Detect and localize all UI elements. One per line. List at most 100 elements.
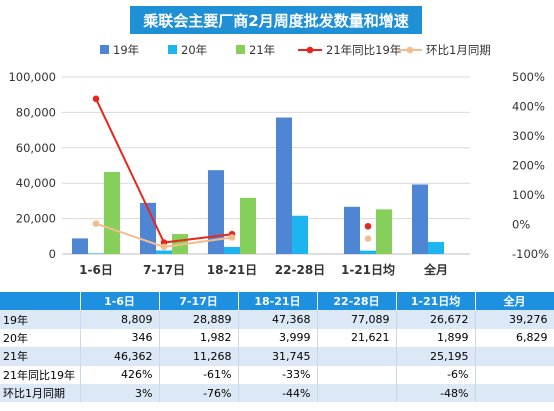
table-cell: -44% [238, 383, 318, 403]
bar [224, 246, 240, 254]
x-tick-label: 22-28日 [275, 263, 325, 277]
table-cell: -33% [238, 365, 318, 384]
y-left-tick-label: 40,000 [16, 176, 56, 190]
table-header-cell: 7-17日 [159, 292, 239, 311]
y-right-tick-label: 200% [512, 159, 545, 173]
bar [88, 253, 104, 254]
bar [208, 170, 224, 254]
table-cell: 39,276 [475, 310, 554, 329]
bar [344, 206, 360, 254]
data-table: 1-6日 7-17日 18-21日 22-28日 1-21日均 全月 19年 8,809 28,… [0, 292, 554, 403]
line-marker [92, 95, 100, 103]
y-right-tick-label: -100% [512, 247, 549, 261]
y-left-tick-label: 100,000 [8, 70, 56, 84]
gridlines [62, 76, 470, 220]
line-marker [92, 220, 100, 227]
x-tick-label: 1-21日均 [341, 262, 395, 277]
y-right-tick-label: 400% [512, 100, 545, 114]
table-cell [317, 383, 397, 403]
legend-marker [406, 46, 414, 54]
table-header-cell [0, 292, 81, 311]
table-cell [475, 347, 554, 366]
legend-label: 19年 [113, 43, 139, 57]
axes: 0 20,000 40,000 60,000 80,000 100,000 -100% 0% 1… [8, 70, 549, 277]
table-row: 21年 46,362 11,268 31,745 25,195 [0, 347, 554, 366]
table-header-cell: 1-6日 [80, 292, 160, 311]
table-cell: 21,621 [317, 328, 397, 348]
y-left-tick-label: 80,000 [16, 105, 56, 119]
legend-swatch [168, 45, 177, 54]
legend-marker [306, 46, 314, 54]
table-cell: -76% [159, 383, 239, 403]
bar [292, 215, 308, 254]
legend-label: 21年 [249, 43, 275, 57]
table-row: 环比1月同期 3% -76% -44% -48% [0, 383, 554, 403]
table-header-row: 1-6日 7-17日 18-21日 22-28日 1-21日均 全月 [0, 292, 554, 311]
bar [376, 209, 392, 254]
line-marker [160, 243, 168, 251]
legend-label: 20年 [181, 43, 207, 57]
legend-swatch [236, 45, 245, 54]
bar [428, 241, 444, 254]
table-cell: 46,362 [80, 347, 160, 366]
table-header-cell: 全月 [475, 292, 554, 311]
table-cell: 28,889 [159, 310, 239, 329]
table-row-label: 20年 [0, 328, 81, 348]
chart-title: 乘联会主要厂商2月周度批发数量和增速 [130, 6, 422, 34]
table-cell: 426% [80, 365, 160, 384]
table-cell: 8,809 [80, 310, 160, 329]
legend: 19年 20年 21年 21年同比19年 环比1月同期 [100, 43, 491, 57]
table-cell: 3% [80, 383, 160, 403]
table-cell [475, 365, 554, 384]
line-series [92, 95, 372, 251]
table-cell: -48% [396, 383, 476, 403]
table-header-cell: 22-28日 [317, 292, 397, 311]
table-row-label: 21年同比19年 [0, 365, 81, 384]
table-cell: 3,999 [238, 328, 318, 348]
table-cell: 31,745 [238, 347, 318, 366]
y-left-tick-label: 0 [49, 247, 56, 261]
table-header-cell: 18-21日 [238, 292, 318, 311]
table-cell [317, 365, 397, 384]
table-cell: 77,089 [317, 310, 397, 329]
table-cell: 47,368 [238, 310, 318, 329]
table-row-label: 21年 [0, 347, 81, 366]
table-row-label: 环比1月同期 [0, 383, 81, 403]
bar [360, 250, 376, 254]
bar [412, 184, 428, 254]
y-left-tick-label: 20,000 [16, 212, 56, 226]
table-cell [475, 383, 554, 403]
x-tick-label: 18-21日 [207, 263, 257, 277]
table-cell: -61% [159, 365, 239, 384]
table-cell: 11,268 [159, 347, 239, 366]
legend-label: 21年同比19年 [326, 43, 401, 57]
line-marker [364, 235, 372, 242]
table-cell: 26,672 [396, 310, 476, 329]
chart-canvas: 0 20,000 40,000 60,000 80,000 100,000 -100% 0% 1… [8, 43, 549, 277]
table-row: 20年 346 1,982 3,999 21,621 1,899 6,829 [0, 328, 554, 348]
table-cell: 346 [80, 328, 160, 348]
bar [156, 250, 172, 254]
line-marker [228, 234, 236, 241]
table-row: 19年 8,809 28,889 47,368 77,089 26,672 39,276 [0, 310, 554, 329]
table-cell: 1,899 [396, 328, 476, 348]
table-cell: 25,195 [396, 347, 476, 366]
x-tick-label: 1-6日 [79, 263, 113, 277]
bar [104, 171, 120, 254]
y-right-tick-label: 0% [512, 218, 530, 232]
table-header-cell: 1-21日均 [396, 292, 476, 311]
legend-swatch [100, 45, 109, 54]
legend-label: 环比1月同期 [426, 43, 491, 57]
bar [276, 117, 292, 255]
y-left-tick-label: 60,000 [16, 141, 56, 155]
x-tick-label: 7-17日 [143, 263, 185, 277]
bar [240, 197, 256, 254]
table-row: 21年同比19年 426% -61% -33% -6% [0, 365, 554, 384]
table-cell [317, 347, 397, 366]
table-cell: 1,982 [159, 328, 239, 348]
table-row-label: 19年 [0, 310, 81, 329]
x-tick-label: 全月 [423, 262, 448, 277]
table-cell: -6% [396, 365, 476, 384]
y-right-tick-label: 100% [512, 188, 545, 202]
bar [72, 238, 88, 254]
